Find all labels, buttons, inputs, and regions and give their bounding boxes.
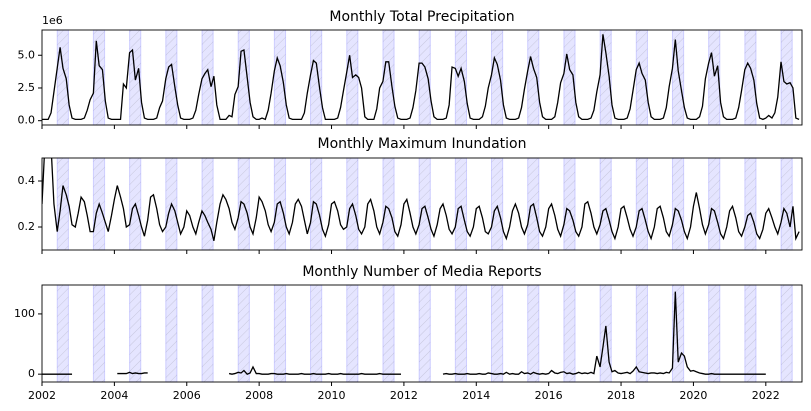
x-tick-label: 2002 [28, 389, 56, 402]
shaded-hatch [56, 157, 69, 251]
x-tick-label: 2020 [679, 389, 707, 402]
shaded-hatch [310, 284, 323, 383]
shaded-hatch [490, 284, 504, 383]
shaded-hatch [635, 284, 648, 383]
shaded-hatch [273, 29, 287, 126]
shaded-hatch [92, 284, 106, 383]
shaded-hatch [56, 29, 69, 126]
shaded-hatch [201, 29, 214, 126]
shaded-hatch [418, 284, 431, 383]
shaded-hatch [454, 29, 468, 126]
shaded-hatch [527, 284, 540, 383]
shaded-hatch [165, 284, 178, 383]
y-tick-label: 100 [14, 307, 35, 320]
shaded-hatch [237, 284, 250, 383]
shaded-hatch [165, 29, 178, 126]
y-tick-label: 2.5 [18, 81, 36, 94]
shaded-hatch [744, 29, 757, 126]
shaded-hatch [201, 157, 214, 251]
panel-title: Monthly Number of Media Reports [302, 264, 541, 280]
shaded-hatch [744, 284, 757, 383]
series-line [42, 158, 800, 241]
y-tick-label: 0.0 [18, 114, 36, 127]
panel-title: Monthly Total Precipitation [329, 9, 514, 25]
shaded-hatch [382, 284, 395, 383]
x-tick-label: 2018 [607, 389, 635, 402]
y-tick-label: 0.4 [18, 174, 36, 187]
y-tick-label: 0 [28, 367, 35, 380]
shaded-hatch [599, 284, 612, 383]
shaded-hatch [635, 157, 648, 251]
shaded-hatch [56, 284, 69, 383]
x-tick-label: 2022 [752, 389, 780, 402]
shaded-hatch [273, 157, 287, 251]
series-line [42, 34, 800, 121]
shaded-hatch [418, 157, 431, 251]
plot-frame [41, 284, 803, 383]
x-tick-label: 2012 [390, 389, 418, 402]
x-tick-label: 2008 [245, 389, 273, 402]
shaded-hatch [454, 284, 468, 383]
shaded-hatch [418, 29, 431, 126]
shaded-hatch [490, 157, 504, 251]
x-tick-label: 2004 [100, 389, 128, 402]
shaded-hatch [563, 284, 576, 383]
shaded-hatch [744, 157, 757, 251]
shaded-hatch [780, 284, 793, 383]
shaded-hatch [129, 284, 142, 383]
shaded-hatch [382, 29, 395, 126]
shaded-hatch [671, 29, 685, 126]
offset-label: 1e6 [42, 14, 63, 27]
panel-title: Monthly Maximum Inundation [318, 136, 527, 152]
shaded-hatch [671, 157, 685, 251]
shaded-hatch [454, 157, 468, 251]
plot-frame [41, 157, 803, 251]
shaded-hatch [310, 29, 323, 126]
x-tick-label: 2006 [173, 389, 201, 402]
shaded-hatch [201, 284, 214, 383]
y-tick-label: 5.0 [18, 48, 36, 61]
y-tick-label: 0.2 [18, 220, 36, 233]
shaded-hatch [708, 157, 721, 251]
shaded-hatch [635, 29, 648, 126]
shaded-hatch [273, 284, 287, 383]
shaded-hatch [708, 284, 721, 383]
shaded-hatch [599, 157, 612, 251]
shaded-hatch [382, 157, 395, 251]
x-tick-label: 2010 [318, 389, 346, 402]
shaded-hatch [563, 157, 576, 251]
series-line [42, 291, 766, 375]
plot-frame [41, 29, 803, 126]
shaded-hatch [490, 29, 504, 126]
x-tick-label: 2016 [535, 389, 563, 402]
shaded-hatch [346, 284, 359, 383]
shaded-hatch [780, 157, 793, 251]
x-tick-label: 2014 [462, 389, 490, 402]
